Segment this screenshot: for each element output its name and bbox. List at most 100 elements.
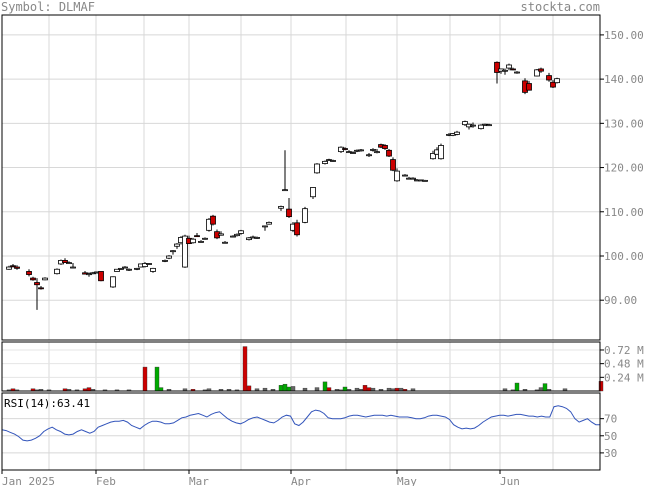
candle-up [402,174,408,177]
volume-bar [290,386,296,392]
rsi-panel-frame [1,392,601,471]
candle-up [454,130,460,136]
candle-up [302,206,308,224]
volume-bar [154,366,160,392]
rsi-label: RSI(14): [4,397,57,410]
candle-body [554,78,560,84]
candle-body [314,163,320,174]
candle-up [230,235,236,238]
candle-down [30,276,36,281]
candle-up [314,163,320,174]
candle-down [26,269,32,277]
candle-body [6,266,12,270]
x-tick-label: Jan 2025 [2,475,55,486]
candle-up [254,236,260,239]
candle-body [534,69,540,77]
volume-bar [282,383,288,392]
candle-body [42,277,48,281]
candle-up [182,234,188,268]
candle-down [38,286,44,290]
candle-body [382,145,388,149]
candle-down [342,147,348,151]
candle-body [478,124,484,130]
candle-up [370,148,376,152]
candle-body [70,266,76,269]
candle-body [146,263,152,265]
candle-body [30,277,36,281]
volume-bar [514,382,520,392]
candle-up [262,225,268,231]
volume-bar [314,387,320,392]
candle-body [266,221,272,225]
volume-bar [362,385,368,392]
candle-body [26,271,32,275]
candle-up [174,243,180,249]
candle-body [386,149,392,157]
candle-up [238,229,244,235]
candle-up [6,265,12,270]
candle-body [114,268,120,272]
candle-body [234,233,240,237]
candle-up [166,255,172,260]
candle-up [246,236,252,241]
candle-up [170,250,176,255]
candle-down [286,198,292,218]
candle-body [322,160,328,164]
x-tick-label: Jun [500,475,520,486]
candle-up [310,187,316,199]
candle-down [34,278,40,310]
candle-body [210,215,216,225]
candle-body [470,124,476,127]
candle-body [486,124,492,127]
candle-body [410,177,416,180]
price-tick-label: 110.00 [604,206,644,219]
candle-body [330,160,336,162]
volume-panel-frame [1,341,601,392]
candle-up [438,143,444,160]
candle-body [10,265,16,268]
volume-bar [242,346,248,392]
candle-up [42,277,48,281]
candle-up [410,177,416,180]
candle-body [170,250,176,253]
candle-down [98,271,104,282]
candle-down [538,67,544,73]
candle-body [422,179,428,182]
candle-up [502,68,508,75]
candle-body [546,75,552,81]
candle-body [246,237,252,241]
candle-body [282,189,288,192]
candle-body [374,151,380,154]
candle-up [534,68,540,77]
candle-up [114,268,120,272]
volume-tick-label: 0.48 M [604,358,644,371]
candle-up [514,71,520,74]
candle-body [38,287,44,290]
candle-up [198,240,204,243]
candle-down [62,258,68,264]
candle-up [146,263,152,265]
candle-up [506,63,512,71]
price-panel-frame [1,14,601,341]
candle-down [386,148,392,157]
symbol-value: DLMAF [58,0,95,14]
symbol-prefix: Symbol: [1,0,52,14]
candle-body [150,267,156,272]
candle-up [150,267,156,273]
volume-bar [598,381,604,392]
site-label: stockta.com [520,0,600,14]
rsi-line [1,405,600,442]
candle-up [366,152,372,157]
candle-body [222,241,228,244]
candle-body [142,263,148,267]
candle-up [202,237,208,240]
candle-body [286,208,292,218]
rsi-tick-label: 50 [604,430,617,443]
candle-up [110,276,116,288]
x-tick-label: Feb [96,475,116,486]
candle-down [210,214,216,226]
candle-body [110,276,116,288]
candle-body [502,69,508,72]
